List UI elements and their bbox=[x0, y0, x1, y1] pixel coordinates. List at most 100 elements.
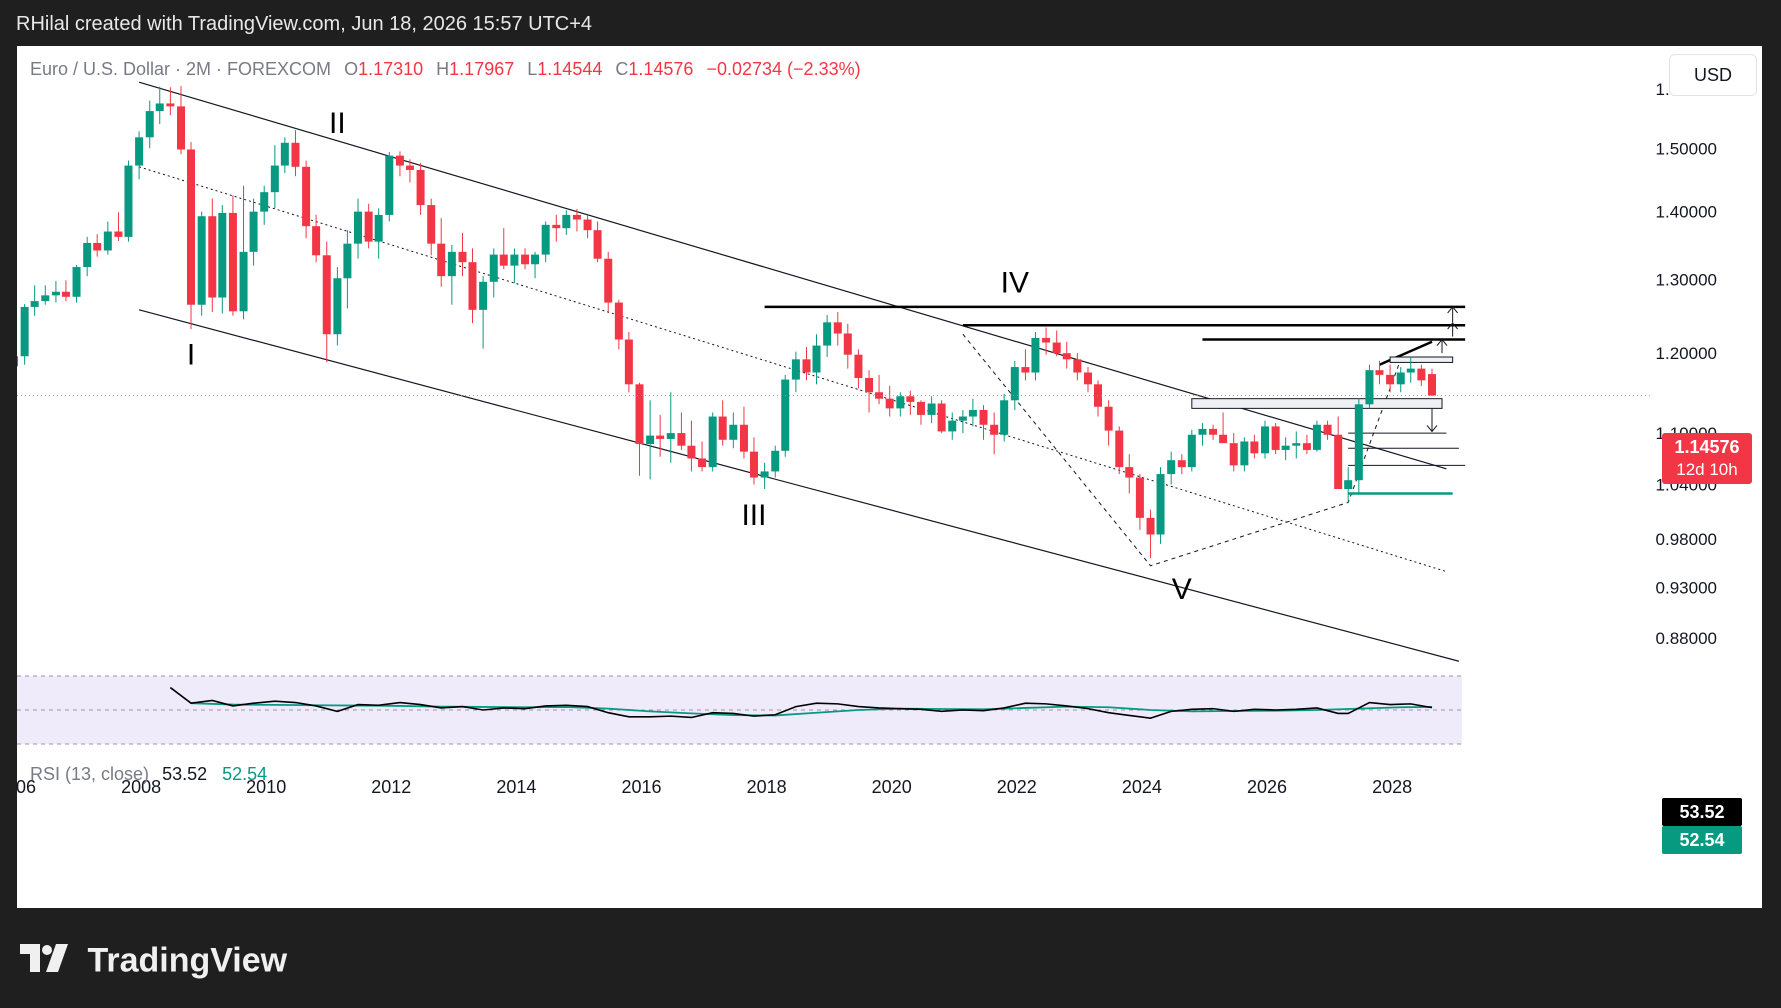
price-tick-label: 0.88000 bbox=[1656, 629, 1717, 648]
candle-body bbox=[479, 281, 488, 310]
candle bbox=[364, 203, 373, 249]
candle bbox=[51, 281, 60, 303]
candle-body bbox=[531, 254, 540, 265]
candle bbox=[374, 208, 383, 259]
candle bbox=[1031, 332, 1040, 381]
candle-body bbox=[20, 306, 29, 357]
candle bbox=[843, 323, 852, 369]
candle-body bbox=[1261, 426, 1269, 454]
candle-body bbox=[1292, 443, 1301, 446]
candle bbox=[948, 412, 957, 440]
candle bbox=[437, 218, 446, 287]
candle bbox=[1250, 434, 1259, 459]
low-label: L bbox=[527, 59, 538, 79]
resistance-zone-box bbox=[1389, 356, 1454, 363]
candle-body bbox=[260, 192, 269, 212]
candle-body bbox=[1302, 443, 1311, 450]
candle bbox=[666, 392, 675, 463]
tradingview-logo-icon bbox=[20, 942, 70, 981]
candle bbox=[885, 385, 894, 417]
time-axis[interactable]: 2006 2008 2010 2012 2014 2016 2018 2020 2022 2024… bbox=[17, 777, 1412, 797]
candle-body bbox=[812, 345, 821, 373]
rsi-ma-badge: 52.54 bbox=[1662, 826, 1742, 854]
candle-body bbox=[1104, 406, 1113, 431]
candle-body bbox=[1083, 372, 1092, 385]
candle-body bbox=[1031, 338, 1040, 373]
candle-body bbox=[1052, 342, 1061, 354]
candle bbox=[802, 347, 811, 381]
candle-body bbox=[385, 155, 394, 215]
candle bbox=[20, 304, 29, 365]
wave-label-iv: IV bbox=[1001, 266, 1029, 299]
candle-body bbox=[1000, 400, 1009, 435]
candle-body bbox=[896, 396, 905, 409]
candle bbox=[447, 245, 456, 305]
horizontal-levels bbox=[764, 305, 1466, 341]
candle bbox=[405, 159, 414, 183]
zigzag-dashed-line bbox=[962, 333, 1402, 567]
time-tick-label: 2026 bbox=[1247, 777, 1287, 797]
candle-body bbox=[103, 231, 112, 251]
candle bbox=[677, 412, 686, 450]
candle-body bbox=[458, 251, 467, 263]
candle-body bbox=[1209, 428, 1218, 435]
candle-body bbox=[72, 267, 81, 297]
candle bbox=[291, 130, 300, 177]
candle-body bbox=[624, 339, 633, 385]
candle bbox=[354, 198, 363, 259]
candle-body bbox=[760, 471, 769, 478]
candle-body bbox=[1365, 370, 1374, 405]
open-value: 1.17310 bbox=[358, 59, 424, 79]
candle bbox=[531, 251, 540, 279]
price-tick-label: 1.40000 bbox=[1656, 203, 1717, 222]
candle bbox=[906, 390, 915, 415]
candle bbox=[646, 400, 655, 480]
price-tick-label: 0.93000 bbox=[1656, 578, 1717, 597]
candle-body bbox=[208, 216, 217, 298]
candle bbox=[1386, 364, 1395, 393]
candle-body bbox=[1042, 338, 1051, 343]
currency-button[interactable]: USD bbox=[1669, 54, 1757, 96]
candle-body bbox=[145, 111, 154, 138]
candle bbox=[1417, 364, 1426, 386]
close-label: C bbox=[615, 59, 629, 79]
candle bbox=[698, 441, 707, 472]
candlestick-series bbox=[17, 86, 1437, 559]
candle bbox=[635, 382, 644, 476]
rsi-line bbox=[169, 686, 1433, 719]
candle-body bbox=[708, 416, 717, 468]
candle bbox=[177, 86, 186, 155]
candle-body bbox=[604, 258, 613, 303]
candle bbox=[781, 374, 790, 457]
candle bbox=[1198, 423, 1207, 446]
candle bbox=[624, 332, 633, 393]
price-axis[interactable]: 1.600001.500001.400001.300001.200001.100… bbox=[1656, 80, 1717, 648]
high-label: H bbox=[436, 59, 450, 79]
candle bbox=[468, 248, 477, 324]
candle bbox=[343, 230, 352, 309]
candle-body bbox=[1312, 424, 1321, 450]
candle-body bbox=[197, 216, 206, 305]
candle-body bbox=[771, 450, 780, 472]
candle-body bbox=[1334, 434, 1343, 490]
candle bbox=[854, 349, 863, 389]
candle bbox=[604, 251, 613, 313]
candle-body bbox=[948, 420, 957, 432]
candle bbox=[427, 198, 436, 256]
channel-middle-line bbox=[138, 166, 1447, 573]
tradingview-logo[interactable]: TradingView bbox=[20, 940, 287, 980]
candle bbox=[395, 151, 404, 177]
time-tick-label: 2010 bbox=[246, 777, 286, 797]
time-tick-label: 2006 bbox=[17, 777, 36, 797]
support-zone-box bbox=[1191, 398, 1443, 409]
time-tick-label: 2028 bbox=[1372, 777, 1412, 797]
candle-body bbox=[437, 243, 446, 277]
candle-body bbox=[51, 291, 60, 296]
candle-body bbox=[1240, 441, 1249, 466]
candle bbox=[187, 142, 196, 330]
candle-body bbox=[489, 254, 498, 282]
bar-countdown: 12d 10h bbox=[1676, 460, 1738, 479]
candle-body bbox=[718, 416, 727, 440]
